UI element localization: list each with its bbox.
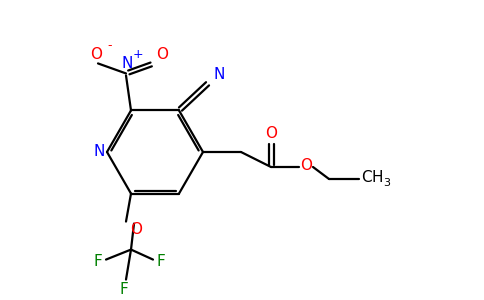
- Text: F: F: [93, 254, 103, 269]
- Text: F: F: [120, 282, 128, 297]
- Text: 3: 3: [383, 178, 391, 188]
- Text: N: N: [121, 56, 133, 71]
- Text: C: C: [361, 170, 371, 185]
- Text: H: H: [371, 170, 383, 185]
- Text: -: -: [108, 39, 112, 52]
- Text: +: +: [133, 48, 143, 61]
- Text: O: O: [130, 222, 142, 237]
- Text: O: O: [90, 47, 102, 62]
- Text: N: N: [93, 145, 105, 160]
- Text: O: O: [156, 47, 168, 62]
- Text: N: N: [213, 67, 225, 82]
- Text: O: O: [265, 125, 277, 140]
- Text: F: F: [157, 254, 166, 269]
- Text: O: O: [300, 158, 312, 173]
